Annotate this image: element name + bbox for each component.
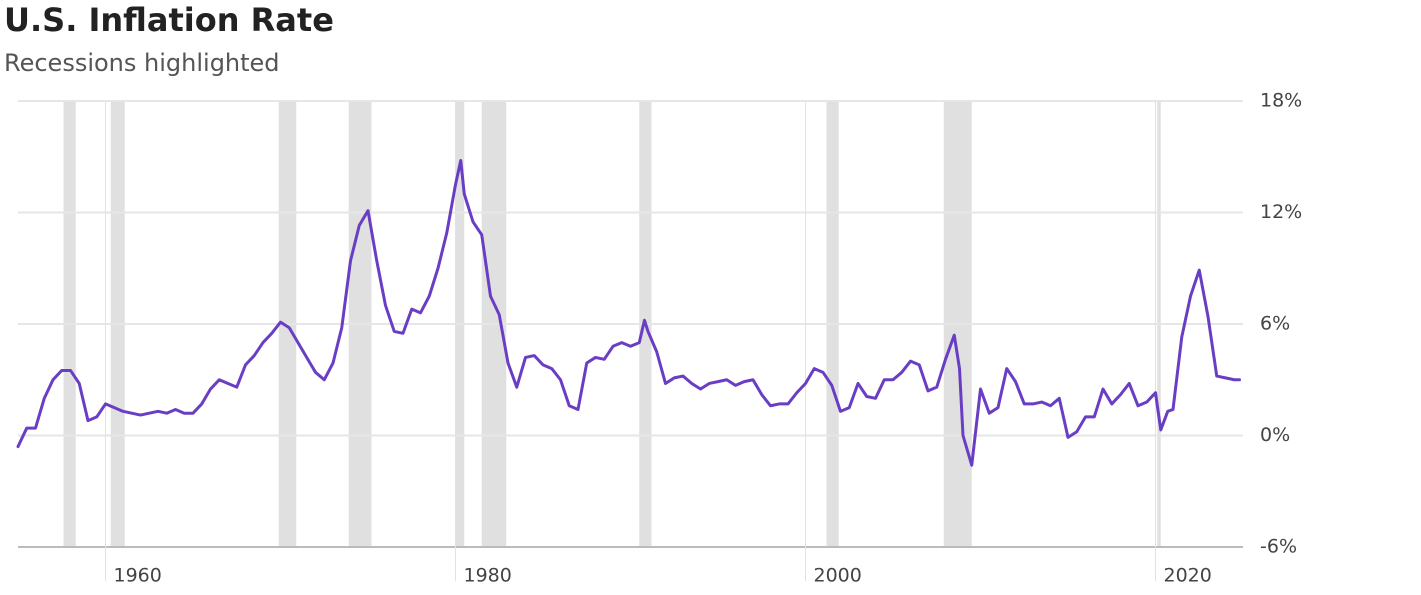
- chart-title: U.S. Inflation Rate: [4, 1, 334, 39]
- y-tick-label: -6%: [1260, 536, 1297, 558]
- y-tick-label: 0%: [1260, 424, 1290, 446]
- y-tick-label: 18%: [1260, 90, 1302, 112]
- y-tick-label: 12%: [1260, 201, 1302, 223]
- inflation-line: [16, 158, 1241, 467]
- y-tick-label: 6%: [1260, 313, 1290, 335]
- chart-subtitle: Recessions highlighted: [4, 49, 280, 77]
- x-tick-label: 1960: [114, 565, 162, 587]
- x-tick-label: 2020: [1164, 565, 1212, 587]
- x-tick-label: 1980: [464, 565, 512, 587]
- x-tick-label: 2000: [814, 565, 862, 587]
